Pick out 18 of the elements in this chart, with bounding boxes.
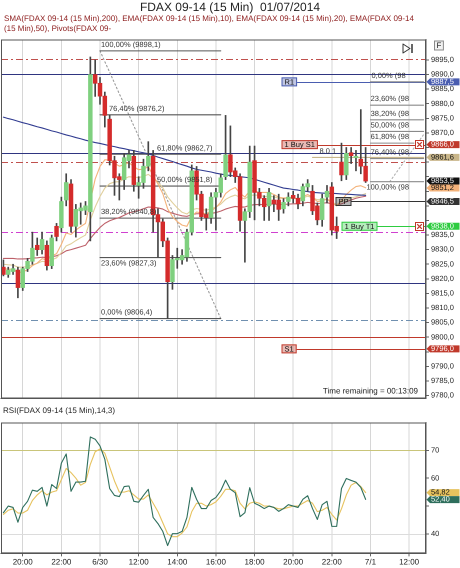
x-tick-label: 12:00 — [128, 557, 150, 566]
x-tick-label: 20:00 — [283, 557, 304, 566]
candlestick — [354, 150, 358, 172]
x-tick-label: 22:00 — [51, 557, 72, 566]
x-tick-label: 7/1 — [364, 557, 377, 566]
chart-title: FDAX 09-14 (15 Min) 01/07/2014 — [138, 0, 322, 14]
line-series — [99, 50, 222, 320]
x-tick-label: 14:00 — [167, 557, 188, 566]
x-tick-label: 16:00 — [206, 557, 226, 566]
x-tick-label: 18:00 — [244, 557, 266, 566]
text: F — [436, 41, 442, 50]
x-tick-label: 20:00 — [12, 557, 34, 566]
x-tick-label: 22:00 — [322, 557, 342, 566]
x-tick-label: 12:00 — [399, 557, 420, 566]
annotation: Time remaining = 00:13:09 — [322, 386, 419, 396]
chart-subtitle: SMA(FDAX 09-14 (15 Min),200), EMA(FDAX 09-14 (15 Min),10), EMA(FDAX 09-14 (15 Min),20), EMA(FDAX 09-14 (15 Min),50), Pivots(FDAX 09- — [3, 14, 415, 33]
chart-title: RSI(FDAX 09-14 (15 Min),14,3) — [2, 405, 116, 416]
x-tick-label: 6/30 — [92, 557, 108, 566]
